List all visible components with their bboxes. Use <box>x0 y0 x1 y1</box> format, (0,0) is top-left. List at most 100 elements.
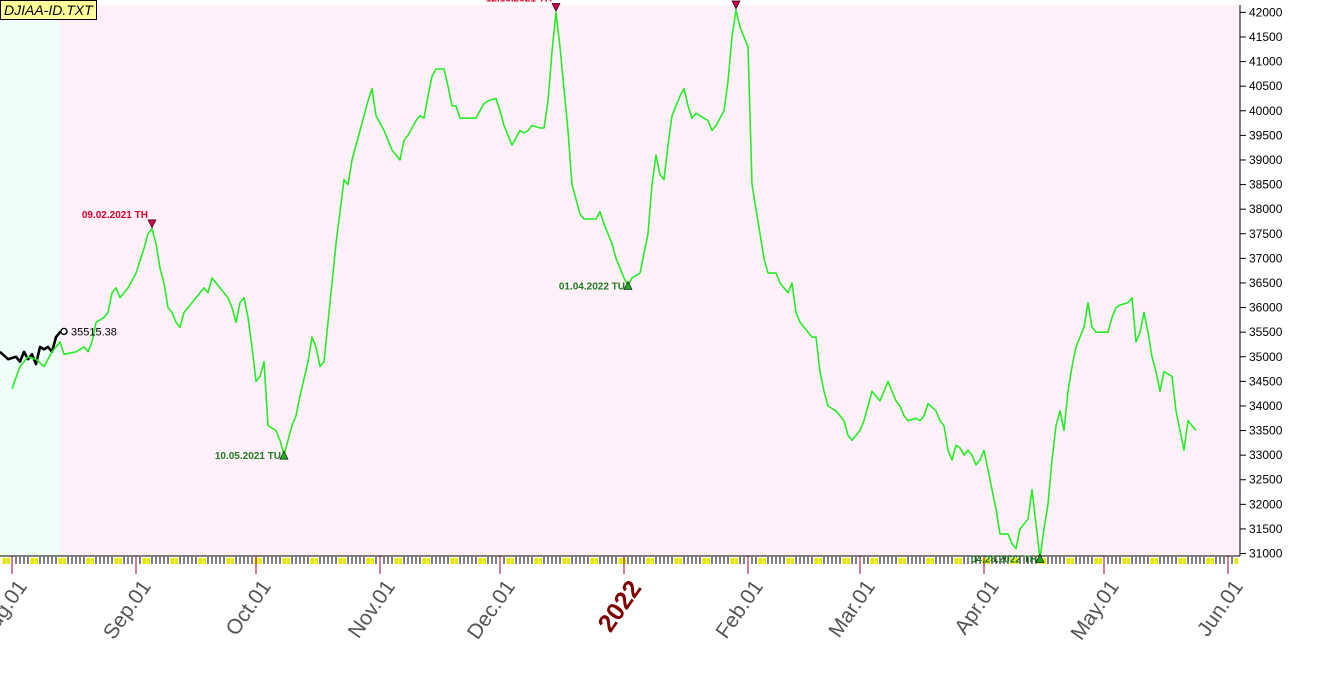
weekend-tick <box>762 558 766 564</box>
weekend-tick <box>814 558 818 564</box>
weekend-tick <box>986 558 990 564</box>
weekend-tick <box>618 558 622 564</box>
weekend-tick <box>146 558 150 564</box>
weekend-tick <box>702 558 706 564</box>
y-tick-label: 35500 <box>1249 325 1283 339</box>
weekend-tick <box>650 558 654 564</box>
x-tick-label: Apr.01 <box>950 576 1004 639</box>
y-tick-label: 38000 <box>1249 202 1283 216</box>
last-value-marker <box>60 327 68 336</box>
projection-series-line <box>11 9 1197 560</box>
y-tick-label: 33500 <box>1249 424 1283 438</box>
weekend-tick <box>310 558 314 564</box>
x-tick-label: 2022 <box>592 575 647 637</box>
trough-marker <box>623 280 633 290</box>
weekend-tick <box>198 558 202 564</box>
y-tick-label: 36000 <box>1249 301 1283 315</box>
weekend-tick <box>846 558 850 564</box>
axes <box>0 5 1241 565</box>
y-tick-label: 32000 <box>1249 497 1283 511</box>
y-tick-label: 41000 <box>1249 55 1283 69</box>
weekend-tick <box>114 558 118 564</box>
weekend-tick <box>678 558 682 564</box>
weekend-tick <box>58 558 62 564</box>
peak-marker <box>147 219 157 229</box>
x-tick-label: Jun.01 <box>1193 576 1248 641</box>
weekend-tick <box>1126 558 1130 564</box>
peak-marker <box>551 3 561 13</box>
plot-background <box>60 5 1240 556</box>
weekend-tick <box>422 558 426 564</box>
weekend-tick <box>34 558 38 564</box>
x-tick-label: Feb.01 <box>712 576 768 643</box>
y-tick-label: 34000 <box>1249 399 1283 413</box>
y-tick-label: 35000 <box>1249 350 1283 364</box>
weekend-tick <box>1094 558 1098 564</box>
peak-marker <box>731 0 741 10</box>
y-tick-label: 42000 <box>1249 5 1283 19</box>
last-value-label: 35515.38 <box>71 326 117 338</box>
weekend-tick <box>426 558 430 564</box>
turning-point-markers: 09.02.2021 TH 12.16.2021 TH 01.31.2022 MO 1… <box>60 0 1045 565</box>
weekend-tick <box>450 558 454 564</box>
y-tick-label: 31500 <box>1249 522 1283 536</box>
weekend-tick <box>1098 558 1102 564</box>
weekend-tick <box>1066 558 1070 564</box>
weekend-tick <box>1154 558 1158 564</box>
weekend-tick <box>338 558 342 564</box>
weekend-tick <box>674 558 678 564</box>
weekend-tick <box>398 558 402 564</box>
weekend-tick <box>874 558 878 564</box>
weekend-tick <box>1182 558 1186 564</box>
series-lines <box>0 9 1197 560</box>
weekend-tick <box>842 558 846 564</box>
chart-title: DJIAA-ID.TXT <box>0 0 97 20</box>
weekend-tick <box>758 558 762 564</box>
weekend-tick <box>902 558 906 564</box>
y-tick-label: 32500 <box>1249 473 1283 487</box>
weekend-tick <box>818 558 822 564</box>
weekend-tick <box>506 558 510 564</box>
weekend-tick <box>370 558 374 564</box>
y-tick-label: 33000 <box>1249 448 1283 462</box>
y-tick-label: 40000 <box>1249 104 1283 118</box>
weekend-tick <box>394 558 398 564</box>
weekend-tick <box>1178 558 1182 564</box>
y-tick-label: 39500 <box>1249 128 1283 142</box>
y-tick-label: 36500 <box>1249 276 1283 290</box>
weekend-tick <box>1206 558 1210 564</box>
weekend-tick <box>930 558 934 564</box>
weekend-tick <box>2 558 6 564</box>
weekend-tick <box>730 558 734 564</box>
weekend-tick <box>202 558 206 564</box>
weekend-tick <box>594 558 598 564</box>
weekend-tick <box>898 558 902 564</box>
weekend-tick <box>86 558 90 564</box>
weekend-tick <box>510 558 514 564</box>
y-tick-label: 38500 <box>1249 178 1283 192</box>
weekend-tick <box>478 558 482 564</box>
history-background <box>0 5 60 556</box>
y-tick-label: 41500 <box>1249 30 1283 44</box>
x-tick-label: May.01 <box>1066 576 1123 644</box>
weekend-tick <box>482 558 486 564</box>
weekend-tick <box>258 558 262 564</box>
x-tick-label: Dec.01 <box>463 576 520 644</box>
trough-date-label: 10.05.2021 TU <box>215 451 281 462</box>
weekend-tick <box>342 558 346 564</box>
peak-date-label: 12.16.2021 TH <box>486 0 552 4</box>
weekend-tick <box>226 558 230 564</box>
weekend-tick <box>62 558 66 564</box>
weekend-tick <box>174 558 178 564</box>
peak-date-label: 01.31.2022 MO <box>663 0 732 2</box>
x-tick-label: Sep.01 <box>99 576 156 644</box>
y-tick-label: 37000 <box>1249 251 1283 265</box>
weekend-tick <box>646 558 650 564</box>
x-axis-ticks: Aug.01 Sep.01 Oct.01 Nov.01 Dec.01 2022 Feb.01… <box>0 556 1248 644</box>
weekend-tick <box>538 558 542 564</box>
weekend-tick <box>118 558 122 564</box>
weekend-tick <box>1122 558 1126 564</box>
weekend-tick <box>170 558 174 564</box>
trough-marker <box>279 450 289 460</box>
